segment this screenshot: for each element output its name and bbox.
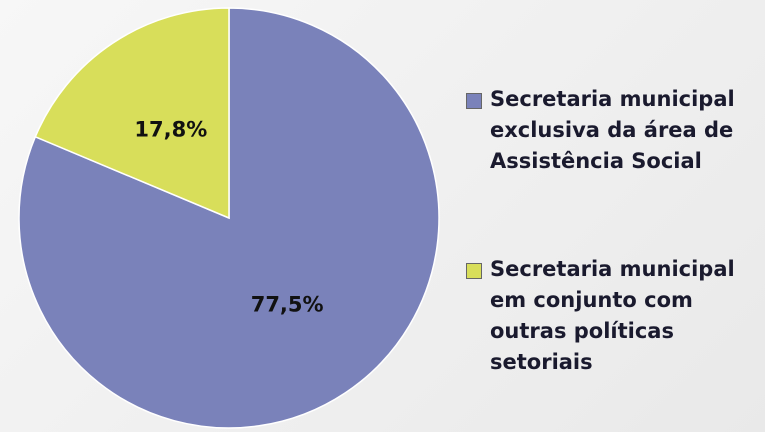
legend-swatch — [466, 263, 482, 279]
pie-slice — [18, 7, 440, 429]
data-label: 77,5% — [251, 292, 324, 316]
legend-item: Secretaria municipal em conjunto com out… — [466, 254, 752, 378]
data-label: 17,8% — [134, 118, 207, 142]
pie-slice — [34, 7, 230, 220]
legend-item: Secretaria municipal exclusiva da área d… — [466, 84, 752, 177]
legend-label: Secretaria municipal exclusiva da área d… — [490, 87, 735, 173]
legend-swatch — [466, 93, 482, 109]
legend-label: Secretaria municipal em conjunto com out… — [490, 257, 735, 374]
